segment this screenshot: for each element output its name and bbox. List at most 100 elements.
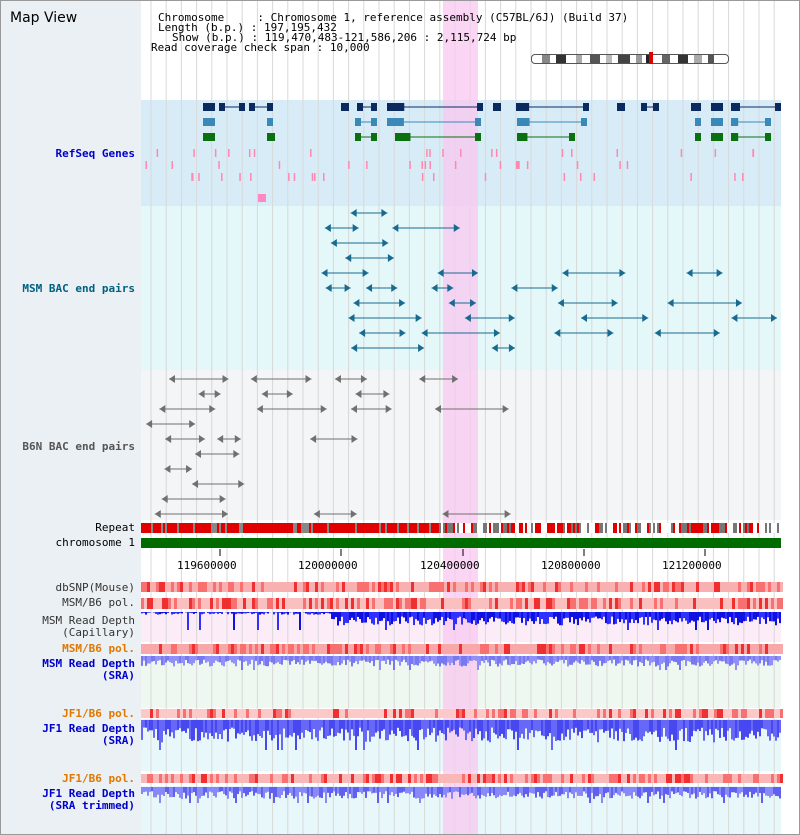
depth-bar: [653, 612, 655, 620]
heat-cell: [450, 644, 453, 654]
depth-bar: [647, 720, 649, 733]
depth-bar: [689, 656, 691, 662]
depth-bar: [293, 612, 295, 615]
heat-cell: [276, 774, 279, 783]
depth-bar: [421, 612, 423, 626]
heat-cell: [237, 582, 240, 592]
depth-bar: [549, 612, 551, 617]
depth-bar: [717, 720, 719, 731]
depth-bar: [329, 787, 331, 798]
depth-bar: [289, 656, 291, 665]
depth-bar: [691, 656, 693, 665]
repeat-segment: [455, 523, 457, 533]
repeat-segment: [555, 523, 557, 533]
heat-cell: [498, 709, 501, 718]
bac-end-arrow: [359, 329, 366, 337]
msm-bac-end-pairs-label[interactable]: MSM BAC end pairs: [22, 282, 135, 295]
repeat-segment: [599, 523, 601, 533]
bac-end-arrow: [504, 510, 511, 518]
depth-bar: [383, 656, 385, 661]
depth-bar: [607, 720, 609, 731]
heat-cell: [168, 598, 171, 609]
heat-cell: [153, 774, 156, 783]
bac-end-arrow: [310, 435, 317, 443]
heat-cell: [387, 644, 390, 654]
depth-bar: [689, 612, 691, 623]
depth-bar: [627, 612, 629, 630]
depth-bar: [717, 656, 719, 664]
heat-cell: [423, 582, 426, 592]
heat-cell: [291, 598, 294, 609]
depth-bar: [779, 612, 781, 624]
repeat-segment: [203, 523, 205, 533]
gene-exon: [387, 118, 404, 126]
heat-cell: [702, 644, 705, 654]
heat-cell: [189, 774, 192, 783]
depth-bar: [545, 656, 547, 666]
depth-bar: [599, 656, 601, 661]
depth-bar: [331, 656, 333, 666]
heat-cell: [714, 644, 717, 654]
depth-bar: [611, 787, 613, 798]
heat-cell: [213, 598, 216, 609]
repeat-segment: [705, 523, 707, 533]
depth-bar: [331, 612, 333, 619]
depth-bar: [489, 787, 491, 797]
heat-cell: [741, 774, 744, 783]
depth-bar: [421, 787, 423, 799]
repeat-segment: [463, 523, 465, 533]
heat-cell: [363, 709, 366, 718]
depth-bar: [199, 612, 201, 630]
depth-bar: [195, 787, 197, 796]
depth-bar: [159, 720, 161, 750]
heat-cell: [534, 582, 537, 592]
depth-bar: [227, 720, 229, 742]
heat-cell: [183, 582, 186, 592]
depth-bar: [575, 787, 577, 793]
repeat-segment: [595, 523, 597, 533]
heat-cell: [354, 598, 357, 609]
depth-bar: [141, 787, 143, 794]
heat-cell: [204, 582, 207, 592]
depth-bar: [477, 720, 479, 735]
depth-bar: [379, 787, 381, 793]
b6n-bac-end-pairs-label[interactable]: B6N BAC end pairs: [22, 440, 135, 453]
chromosome-ideogram[interactable]: [531, 54, 729, 64]
heat-cell: [432, 774, 435, 783]
depth-bar: [293, 720, 295, 733]
depth-bar: [621, 612, 623, 620]
heat-cell: [651, 582, 654, 592]
heat-cell: [648, 598, 651, 609]
depth-bar: [631, 787, 633, 799]
dbsnp-label: dbSNP(Mouse): [55, 581, 135, 594]
heat-cell: [204, 644, 207, 654]
depth-bar: [663, 656, 665, 663]
bac-end-arrow: [198, 435, 205, 443]
heat-cell: [561, 709, 564, 718]
heat-cell: [516, 709, 519, 718]
depth-bar: [737, 656, 739, 666]
heat-cell: [381, 709, 384, 718]
heat-cell: [366, 598, 369, 609]
repeat-segment: [349, 523, 351, 533]
heat-cell: [402, 598, 405, 609]
heat-cell: [222, 582, 225, 592]
heat-cell: [345, 598, 348, 609]
heat-cell: [270, 709, 273, 718]
depth-bar: [737, 612, 739, 626]
heat-cell: [750, 709, 753, 718]
heat-cell: [375, 644, 378, 654]
depth-bar: [729, 787, 731, 798]
gene-tick: [198, 173, 200, 181]
depth-bar: [615, 656, 617, 666]
heat-cell: [639, 582, 642, 592]
repeat-segment: [763, 523, 765, 533]
depth-bar: [473, 787, 475, 796]
heat-cell: [171, 709, 174, 718]
heat-cell: [414, 598, 417, 609]
depth-bar: [697, 656, 699, 663]
depth-bar: [585, 612, 587, 622]
depth-bar: [427, 612, 429, 621]
refseq-genes-label[interactable]: RefSeq Genes: [55, 147, 135, 160]
